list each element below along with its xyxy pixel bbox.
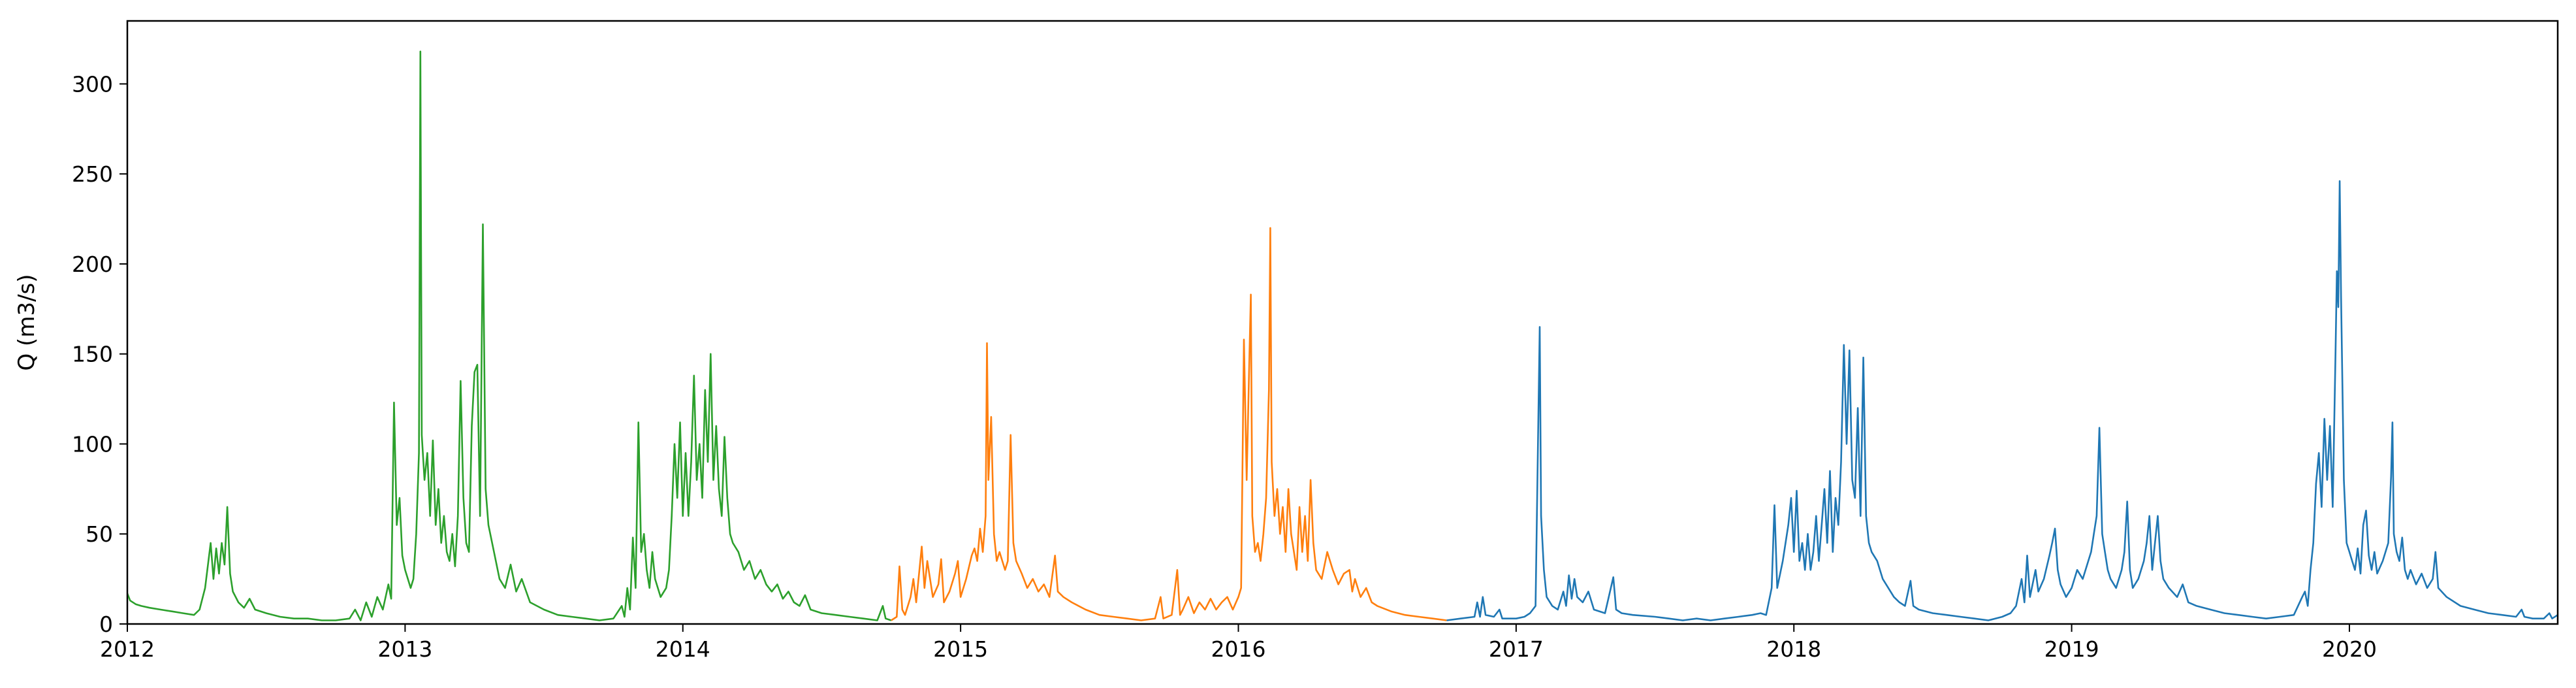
series-group bbox=[126, 50, 2558, 621]
x-tick-label: 2013 bbox=[377, 636, 432, 662]
y-tick-label: 100 bbox=[72, 431, 113, 457]
y-tick-label: 250 bbox=[72, 161, 113, 187]
x-tick-label: 2014 bbox=[656, 636, 710, 662]
plot-frame bbox=[126, 20, 2559, 625]
x-tick-label: 2018 bbox=[1766, 636, 1821, 662]
x-tick-label: 2020 bbox=[2322, 636, 2377, 662]
x-axis: 2012 2013 2014 2015 2016 2017 2018 2019 2020 bbox=[100, 624, 2377, 662]
y-tick-label: 50 bbox=[86, 521, 113, 547]
x-tick-label: 2019 bbox=[2044, 636, 2099, 662]
y-tick-label: 300 bbox=[72, 71, 113, 97]
series-line-2 bbox=[891, 227, 1447, 621]
y-axis-label: Q (m3/s) bbox=[14, 274, 40, 370]
y-tick-label: 200 bbox=[72, 252, 113, 277]
y-axis: 0 50 100 150 200 250 300 bbox=[72, 71, 127, 637]
x-tick-label: 2015 bbox=[933, 636, 988, 662]
x-tick-label: 2017 bbox=[1489, 636, 1544, 662]
y-tick-label: 0 bbox=[99, 612, 113, 637]
series-line-1 bbox=[126, 50, 892, 621]
x-tick-label: 2016 bbox=[1211, 636, 1265, 662]
series-line-3 bbox=[1446, 180, 2558, 621]
x-tick-label: 2012 bbox=[100, 636, 155, 662]
y-tick-label: 150 bbox=[72, 342, 113, 367]
